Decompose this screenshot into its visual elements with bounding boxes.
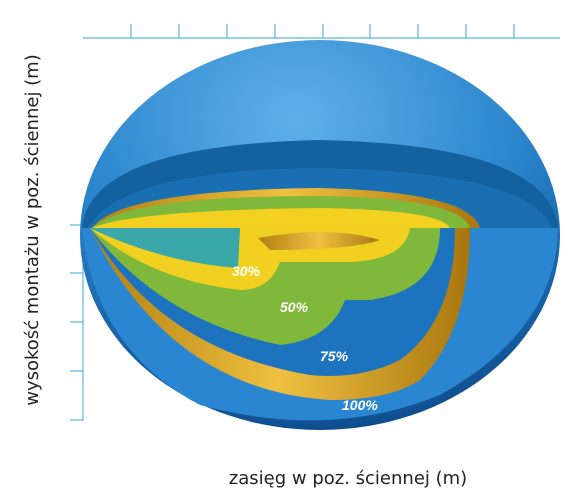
x-axis-label: zasięg w poz. ściennej (m)	[229, 468, 467, 489]
coverage-illustration	[80, 40, 560, 430]
zone-label: 30%	[232, 263, 261, 279]
zone-label: 50%	[280, 299, 309, 315]
y-axis-label: wysokość montażu w poz. ściennej (m)	[22, 54, 43, 406]
ring-30-top	[92, 208, 450, 228]
core-step	[258, 231, 380, 250]
core	[90, 228, 240, 268]
top-ticks	[130, 24, 515, 38]
zone-label: 100%	[342, 397, 378, 413]
zone-label: 75%	[320, 348, 349, 364]
left-ticks	[70, 224, 83, 421]
